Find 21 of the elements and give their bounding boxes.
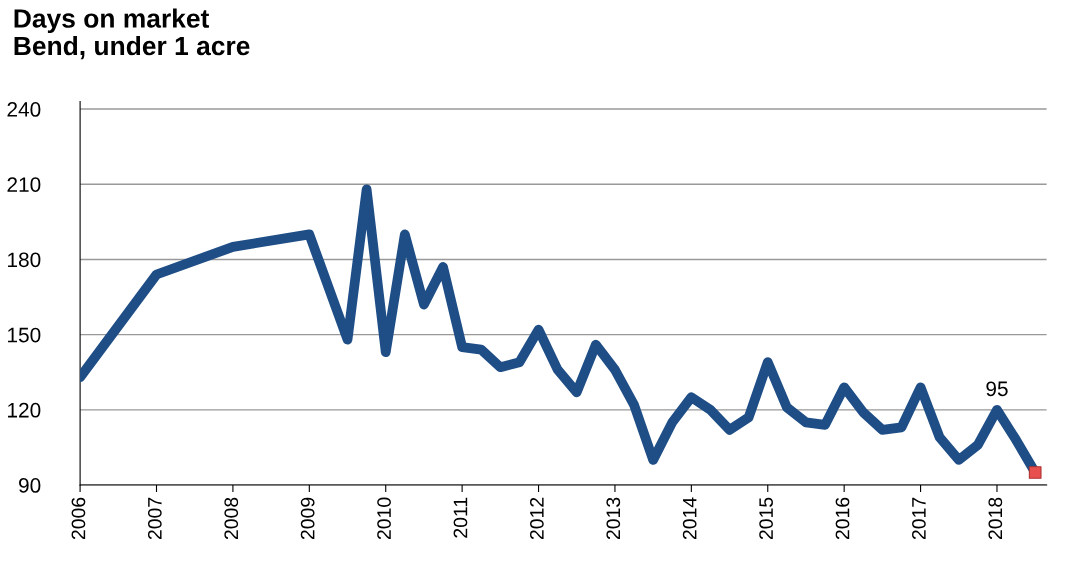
y-tick-label: 210 <box>7 177 41 192</box>
x-tick-label: 2011 <box>453 497 468 538</box>
y-tick-label: 150 <box>8 327 41 343</box>
annotation: 95 <box>986 381 1008 397</box>
x-tick-label: 2016 <box>835 497 850 540</box>
y-tick-label: 240 <box>7 102 41 117</box>
x-tick-label: 2010 <box>377 497 391 540</box>
x-tick-label: 2008 <box>224 497 239 540</box>
x-tick-label: 2017 <box>912 497 926 540</box>
x-tick-label: 2009 <box>300 497 315 540</box>
y-tick-label: 90 <box>19 478 41 493</box>
x-tick-label: 2013 <box>606 497 621 540</box>
x-tick-label: 2015 <box>759 497 773 540</box>
x-tick-label: 2018 <box>988 497 1003 540</box>
chart-title: Days on market Bend, under 1 acre <box>14 8 250 60</box>
x-tick-label: 2012 <box>529 497 544 540</box>
x-tick-label: 2014 <box>682 497 697 540</box>
y-tick-label: 120 <box>8 402 41 418</box>
y-tick-label: 180 <box>8 252 41 268</box>
x-tick-label: 2007 <box>147 497 162 540</box>
x-tick-label: 2006 <box>71 497 86 540</box>
